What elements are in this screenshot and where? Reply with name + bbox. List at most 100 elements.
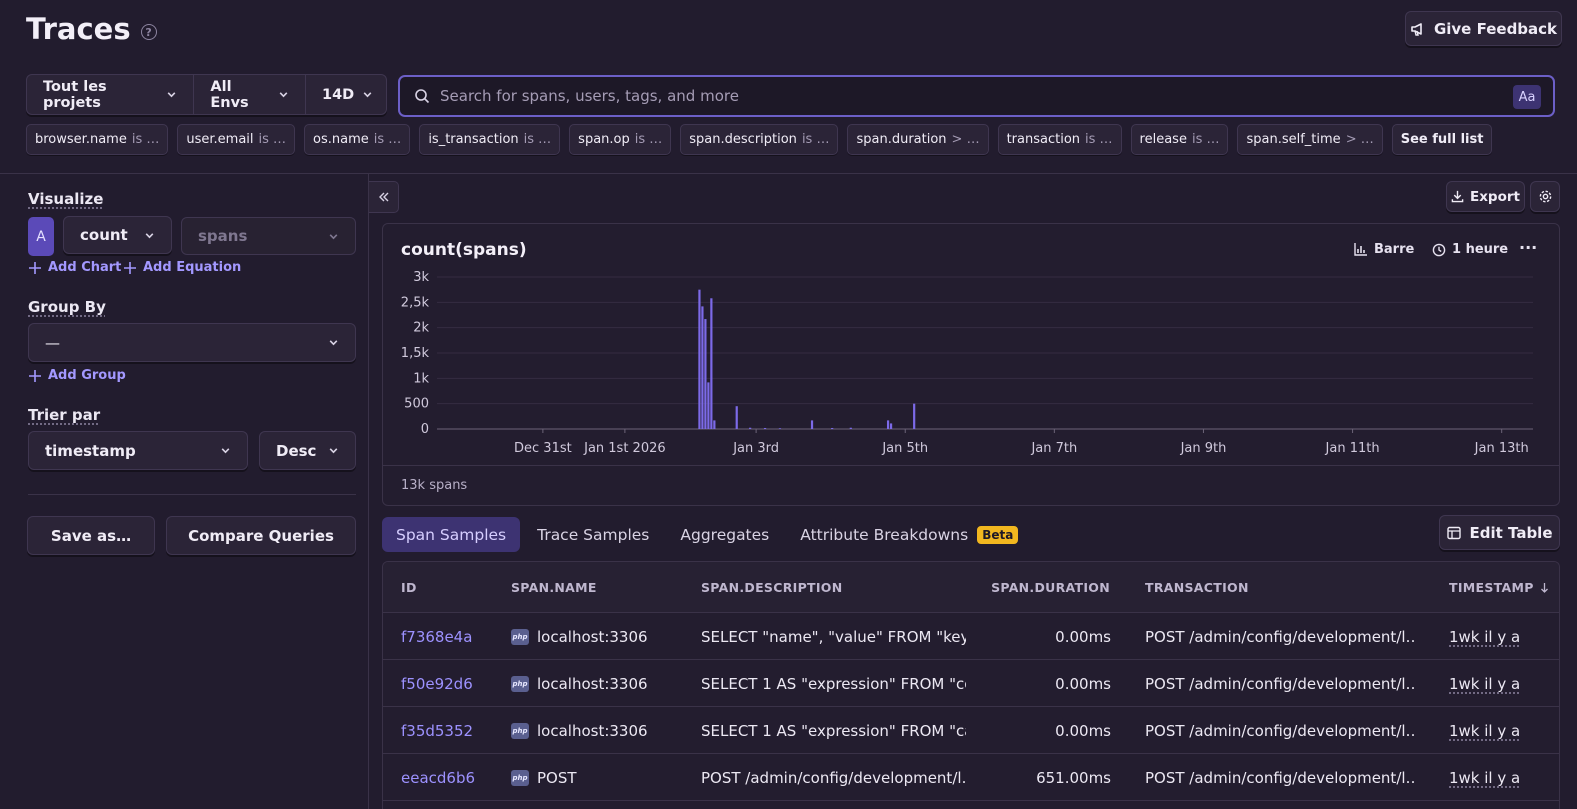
cell-duration: 651.00ms — [968, 754, 1111, 801]
column-header[interactable]: SPAN.NAME — [511, 562, 597, 613]
chart-bar — [749, 427, 752, 429]
filter-chip-operator: > … — [1345, 132, 1374, 147]
cell-ts[interactable]: 1wk il y a — [1449, 754, 1549, 801]
cell-id[interactable]: f50e92d6 — [401, 660, 501, 707]
table-row[interactable]: f35d5352 php localhost:3306 SELECT 1 AS "ex… — [383, 707, 1559, 754]
field-select[interactable]: spans — [181, 217, 356, 255]
column-header[interactable]: TIMESTAMP — [1449, 562, 1549, 613]
filter-chip-operator: is … — [523, 132, 552, 147]
filter-chip[interactable]: span.description is … — [680, 124, 839, 155]
cell-id-text: f35d5352 — [401, 721, 474, 740]
filter-chip-operator: is … — [1191, 132, 1220, 147]
tab-trace-samples[interactable]: Trace Samples — [523, 517, 663, 552]
filter-chip-key: user.email — [186, 132, 254, 147]
table-row[interactable]: eeacd6b6 php POST POST /admin/config/develo… — [383, 754, 1559, 801]
tab-aggregates[interactable]: Aggregates — [666, 517, 783, 552]
y-tick-label: 1k — [413, 371, 429, 386]
cell-duration: 0.00ms — [968, 707, 1111, 754]
project-selector-label: Tout les projets — [43, 78, 107, 111]
table-header: ID SPAN.NAME SPAN.DESCRIPTION SPAN.DURATION… — [383, 562, 1559, 613]
sidebar-separator — [28, 494, 356, 495]
chevron-down-icon — [278, 89, 289, 100]
chart-interval-label: 1 heure — [1452, 242, 1509, 257]
column-header[interactable]: ID — [401, 562, 417, 613]
filter-chip-key: release — [1139, 132, 1187, 147]
php-icon: php — [511, 628, 529, 645]
see-full-list-button[interactable]: See full list — [1391, 124, 1493, 155]
cell-ts[interactable]: 1wk il y a — [1449, 707, 1549, 754]
chart-bar — [778, 428, 782, 429]
edit-table-button[interactable]: Edit Table — [1439, 515, 1560, 550]
filter-chip[interactable]: span.duration > … — [847, 124, 989, 155]
filter-chip[interactable]: browser.name is … — [26, 124, 169, 155]
settings-button[interactable] — [1530, 181, 1560, 212]
filter-chip[interactable]: os.name is … — [304, 124, 411, 155]
gear-icon — [1538, 189, 1553, 204]
export-button[interactable]: Export — [1446, 181, 1525, 212]
sort-field-select[interactable]: timestamp — [28, 431, 248, 470]
column-header[interactable]: SPAN.DESCRIPTION — [701, 562, 843, 613]
chevron-down-icon — [220, 445, 231, 456]
page-title: Traces ? — [26, 12, 157, 46]
filter-chip[interactable]: release is … — [1130, 124, 1229, 155]
cell-id[interactable]: f35d5352 — [401, 707, 501, 754]
chevron-down-icon — [144, 230, 155, 241]
cell-ts[interactable]: 1wk il y a — [1449, 660, 1549, 707]
chart-more-options-icon[interactable]: ··· — [1519, 238, 1538, 257]
chevron-down-icon — [166, 89, 177, 100]
tab-attribute-breakdowns[interactable]: Attribute Breakdowns Beta — [786, 517, 1032, 552]
cell-id[interactable]: f7368e4a — [401, 613, 501, 660]
filter-chip[interactable]: span.self_time > … — [1237, 124, 1383, 155]
group-by-select[interactable]: — — [28, 323, 356, 362]
cell-name: php localhost:3306 — [511, 613, 691, 660]
chart-bar — [889, 423, 893, 429]
php-icon: php — [511, 722, 529, 739]
cell-id[interactable]: eeacd6b6 — [401, 754, 501, 801]
tab-span-samples[interactable]: Span Samples — [382, 517, 521, 552]
cell-name-text: localhost:3306 — [537, 721, 648, 740]
spans-table: ID SPAN.NAME SPAN.DESCRIPTION SPAN.DURATION… — [382, 561, 1560, 809]
results-tabs: Span Samples Trace Samples Aggregates Attri… — [382, 517, 1035, 552]
y-tick-label: 2k — [413, 321, 429, 336]
help-icon[interactable]: ? — [140, 24, 157, 40]
save-as-button[interactable]: Save as… — [27, 516, 155, 555]
cell-desc: SELECT 1 AS "expression" FROM "ca… — [701, 707, 966, 754]
sort-direction-select[interactable]: Desc — [259, 431, 356, 470]
cell-duration: 0.00ms — [968, 613, 1111, 660]
span-count: 13k spans — [401, 478, 468, 493]
column-header[interactable]: SPAN.DURATION — [983, 562, 1110, 613]
compare-queries-button[interactable]: Compare Queries — [166, 516, 356, 555]
column-header[interactable]: TRANSACTION — [1145, 562, 1249, 613]
table-row[interactable]: f50e92d6 php localhost:3306 SELECT 1 AS "ex… — [383, 660, 1559, 707]
environment-selector[interactable]: All Envs — [194, 75, 306, 114]
column-header-label: SPAN.NAME — [511, 580, 597, 595]
aggregate-select[interactable]: count — [63, 216, 172, 254]
field-select-value: spans — [198, 227, 248, 245]
sort-direction-value: Desc — [276, 441, 317, 460]
filter-chip[interactable]: span.op is … — [569, 124, 672, 155]
project-selector[interactable]: Tout les projets — [27, 75, 195, 114]
table-row[interactable]: f7368e4a php localhost:3306 SELECT "name", … — [383, 613, 1559, 660]
cell-desc: POST /admin/config/development/l… — [701, 754, 966, 801]
cell-ts[interactable]: 1wk il y a — [1449, 613, 1549, 660]
date-range-selector[interactable]: 14D — [306, 75, 386, 114]
chart-bar — [704, 319, 707, 429]
chevron-down-icon — [328, 231, 339, 242]
cell-transaction: POST /admin/config/development/l… — [1145, 613, 1415, 660]
search-input[interactable] — [440, 87, 1553, 105]
chart-type-selector[interactable]: Barre — [1354, 242, 1414, 257]
sidebar-divider — [368, 173, 369, 809]
add-group-link[interactable]: Add Group — [28, 368, 126, 383]
collapse-sidebar-button[interactable] — [369, 181, 399, 213]
add-chart-link[interactable]: Add Chart — [28, 260, 121, 275]
give-feedback-button[interactable]: Give Feedback — [1405, 11, 1562, 46]
chevron-down-icon — [362, 89, 373, 100]
table-icon — [1446, 526, 1461, 540]
filter-chip[interactable]: user.email is … — [177, 124, 296, 155]
add-equation-link[interactable]: Add Equation — [123, 260, 241, 275]
filter-chip[interactable]: is_transaction is … — [419, 124, 561, 155]
chart-interval-selector[interactable]: 1 heure — [1432, 242, 1508, 257]
x-tick-label: Jan 13th — [1474, 441, 1529, 456]
filter-chip[interactable]: transaction is … — [997, 124, 1122, 155]
case-sensitive-toggle[interactable]: Aa — [1513, 85, 1541, 109]
